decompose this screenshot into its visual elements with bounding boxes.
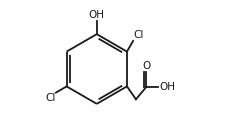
Text: Cl: Cl: [45, 93, 55, 103]
Text: Cl: Cl: [134, 30, 144, 40]
Text: OH: OH: [159, 82, 175, 92]
Text: OH: OH: [88, 10, 104, 20]
Text: O: O: [142, 61, 150, 71]
